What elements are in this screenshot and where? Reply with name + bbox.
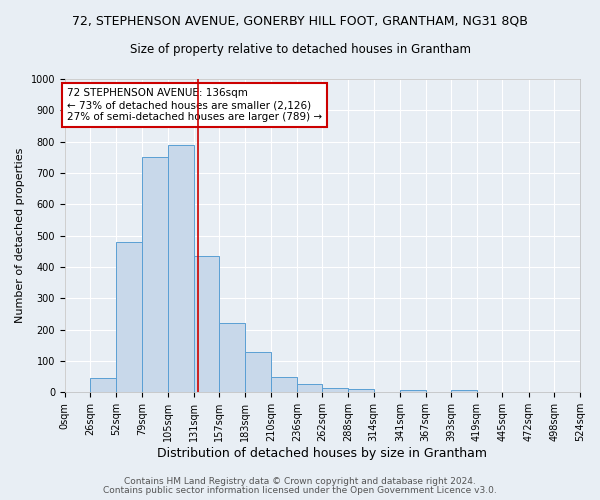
Bar [116, 242, 142, 392]
X-axis label: Distribution of detached houses by size in Grantham: Distribution of detached houses by size … [157, 447, 487, 460]
Text: 72, STEPHENSON AVENUE, GONERBY HILL FOOT, GRANTHAM, NG31 8QB: 72, STEPHENSON AVENUE, GONERBY HILL FOOT… [72, 15, 528, 28]
Bar [194, 256, 219, 392]
Bar [271, 376, 297, 392]
Bar [219, 324, 245, 392]
Bar [451, 390, 477, 392]
Text: Contains public sector information licensed under the Open Government Licence v3: Contains public sector information licen… [103, 486, 497, 495]
Text: 72 STEPHENSON AVENUE: 136sqm
← 73% of detached houses are smaller (2,126)
27% of: 72 STEPHENSON AVENUE: 136sqm ← 73% of de… [67, 88, 322, 122]
Bar [400, 390, 425, 392]
Bar [142, 158, 168, 392]
Bar [348, 389, 374, 392]
Bar [297, 384, 322, 392]
Bar [245, 352, 271, 393]
Bar [322, 388, 348, 392]
Y-axis label: Number of detached properties: Number of detached properties [15, 148, 25, 324]
Text: Contains HM Land Registry data © Crown copyright and database right 2024.: Contains HM Land Registry data © Crown c… [124, 477, 476, 486]
Bar [168, 145, 194, 392]
Text: Size of property relative to detached houses in Grantham: Size of property relative to detached ho… [130, 42, 470, 56]
Bar [91, 378, 116, 392]
